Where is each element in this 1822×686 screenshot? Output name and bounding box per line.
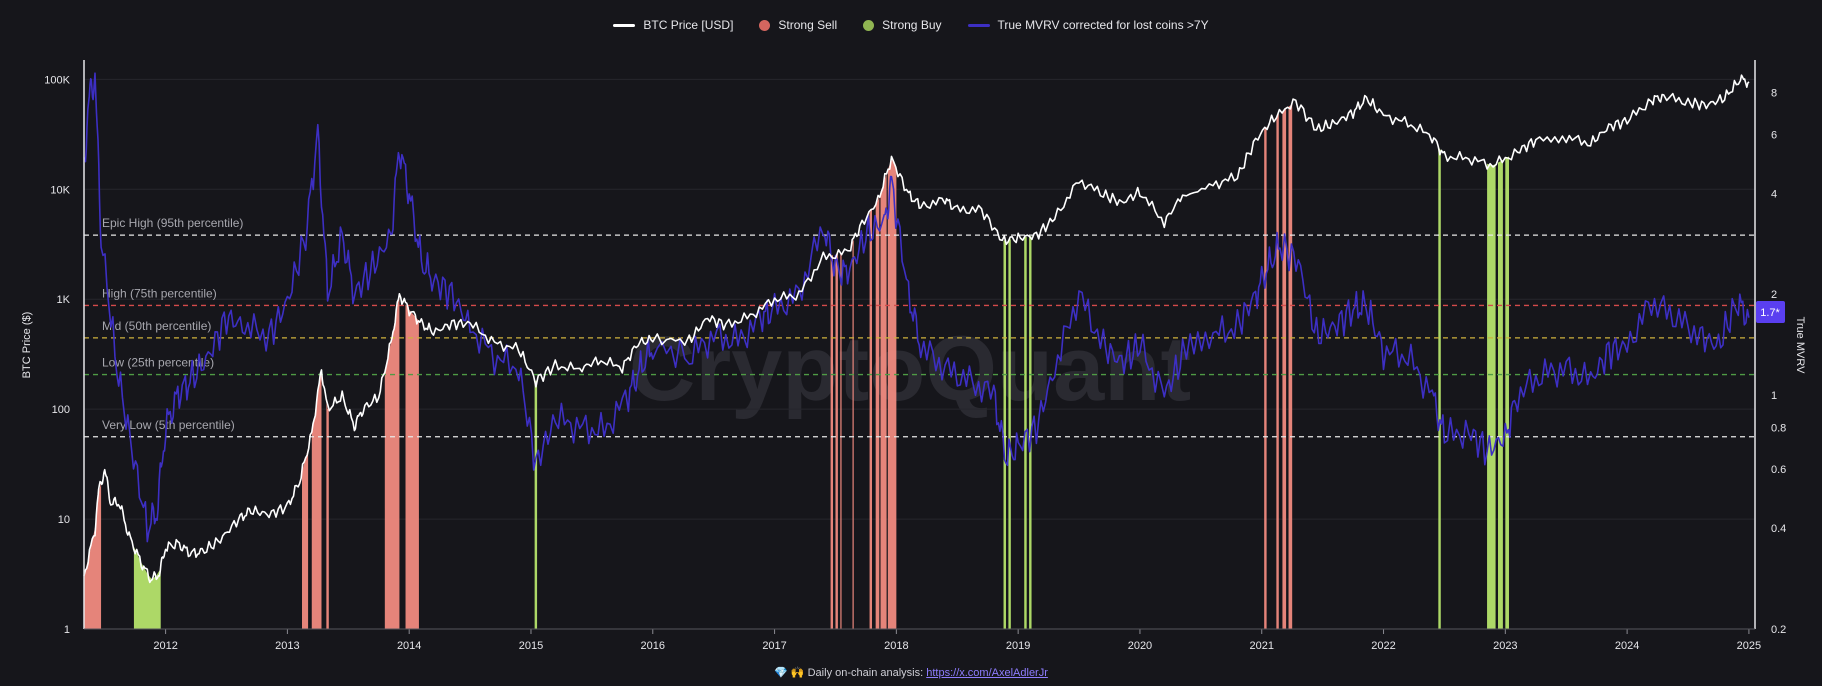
strong-sell-zone <box>84 482 102 629</box>
strong-buy-zone <box>1438 146 1441 629</box>
strong-sell-zone <box>1276 113 1279 629</box>
strong-buy-zone <box>1498 159 1503 629</box>
y-tick-left-label: 1K <box>57 294 71 306</box>
current-value-badge-bg <box>1756 301 1785 323</box>
threshold-label: Low (25th percentile) <box>102 356 214 370</box>
x-tick-label: 2024 <box>1615 640 1639 652</box>
strong-buy-zone <box>1003 240 1006 629</box>
x-tick-label: 2013 <box>275 640 299 652</box>
y-tick-left-label: 100K <box>44 74 70 86</box>
strong-buy-zone <box>1008 239 1011 630</box>
x-tick-label: 2023 <box>1493 640 1517 652</box>
threshold-label: High (75th percentile) <box>102 286 217 300</box>
strong-buy-zone <box>1487 163 1496 629</box>
y-tick-left-label: 1 <box>64 624 70 636</box>
y-tick-right-label: 6 <box>1771 129 1777 141</box>
watermark-text: CryptoQuant <box>629 318 1191 420</box>
strong-sell-zone <box>326 401 329 629</box>
legend-item-strong-buy[interactable]: Strong Buy <box>863 18 942 32</box>
legend-label-true-mvrv: True MVRV corrected for lost coins >7Y <box>997 18 1209 32</box>
x-tick-label: 2016 <box>641 640 665 652</box>
strong-sell-zone <box>880 173 887 629</box>
footer-link[interactable]: https://x.com/AxelAdlerJr <box>926 667 1048 679</box>
strong-sell-zone <box>869 209 873 629</box>
legend-label-btc-price: BTC Price [USD] <box>643 18 734 32</box>
y-tick-right-label: 0.6 <box>1771 464 1786 476</box>
threshold-label: Mid (50th percentile) <box>102 319 211 333</box>
strong-sell-zone <box>830 255 834 629</box>
y-tick-right-label: 0.2 <box>1771 624 1786 636</box>
strong-sell-zone <box>1282 108 1287 630</box>
strong-sell-zone <box>302 447 309 629</box>
y-tick-right-label: 8 <box>1771 87 1777 99</box>
strong-sell-zone <box>311 369 322 629</box>
threshold-label: Epic High (95th percentile) <box>102 216 243 230</box>
strong-buy-zone <box>1505 156 1509 629</box>
y-tick-left-label: 10K <box>50 184 70 196</box>
legend-label-strong-buy: Strong Buy <box>882 18 942 32</box>
threshold-lines: Epic High (95th percentile) High (75th pe… <box>84 216 1755 438</box>
strong-sell-zone <box>1288 104 1293 630</box>
strong-buy-zone <box>133 546 161 629</box>
legend-label-strong-sell: Strong Sell <box>778 18 838 32</box>
x-tick-label: 2017 <box>762 640 786 652</box>
legend-item-true-mvrv[interactable]: True MVRV corrected for lost coins >7Y <box>967 18 1209 32</box>
legend-swatch-true-mvrv <box>967 23 990 27</box>
true-mvrv-line <box>83 72 1750 543</box>
legend-item-btc-price[interactable]: BTC Price [USD] <box>613 18 733 32</box>
btc-price-line <box>83 74 1750 584</box>
axes: 1 10 100 1K 10K 100K 0.2 0.4 0.6 0.8 1 2 4 6 8 2012 2013… <box>44 60 1786 652</box>
series-lines <box>83 72 1750 584</box>
strong-sell-zone <box>1264 126 1267 629</box>
current-value-badge-text: 1.7* <box>1760 307 1780 319</box>
x-tick-label: 2018 <box>884 640 908 652</box>
x-tick-label: 2015 <box>519 640 543 652</box>
signal-zones <box>84 104 1509 630</box>
strong-buy-zone <box>534 378 538 629</box>
x-tick-label: 2019 <box>1006 640 1030 652</box>
strong-sell-zone <box>384 294 400 629</box>
y-tick-left-label: 10 <box>58 514 70 526</box>
legend-item-strong-sell[interactable]: Strong Sell <box>759 18 837 32</box>
x-tick-label: 2012 <box>153 640 177 652</box>
strong-sell-zone <box>840 253 842 629</box>
strong-sell-zone <box>405 304 419 629</box>
footer-prefix: 💎 🙌 Daily on-chain analysis: <box>774 667 924 679</box>
strong-sell-zone <box>887 159 897 629</box>
footer: 💎 🙌 Daily on-chain analysis: https://x.c… <box>0 666 1822 679</box>
legend-swatch-strong-sell <box>759 19 771 31</box>
y-tick-left-label: 100 <box>52 404 70 416</box>
x-tick-label: 2022 <box>1371 640 1395 652</box>
y-tick-right-label: 4 <box>1771 188 1777 200</box>
x-tick-label: 2021 <box>1249 640 1273 652</box>
legend-swatch-strong-buy <box>863 19 875 31</box>
y-tick-right-label: 0.4 <box>1771 523 1786 535</box>
current-value-badge: 1.7* <box>1756 301 1785 323</box>
legend-swatch-btc-price <box>613 23 636 27</box>
strong-sell-zone <box>835 254 838 629</box>
y-tick-right-label: 0.8 <box>1771 422 1786 434</box>
y-axis-right-title: True MVRV <box>1794 317 1806 375</box>
x-tick-label: 2020 <box>1128 640 1152 652</box>
y-tick-right-label: 1 <box>1771 390 1777 402</box>
x-tick-label: 2014 <box>397 640 421 652</box>
y-axis-left-title: BTC Price ($) <box>21 312 33 379</box>
chart-legend: BTC Price [USD] Strong Sell Strong Buy T… <box>0 18 1822 32</box>
strong-sell-zone <box>852 239 854 629</box>
threshold-label: Very Low (5th percentile) <box>102 418 235 432</box>
x-tick-label: 2025 <box>1737 640 1761 652</box>
strong-sell-zone <box>875 196 880 629</box>
y-tick-right-label: 2 <box>1771 289 1777 301</box>
strong-buy-zone <box>1029 236 1032 629</box>
